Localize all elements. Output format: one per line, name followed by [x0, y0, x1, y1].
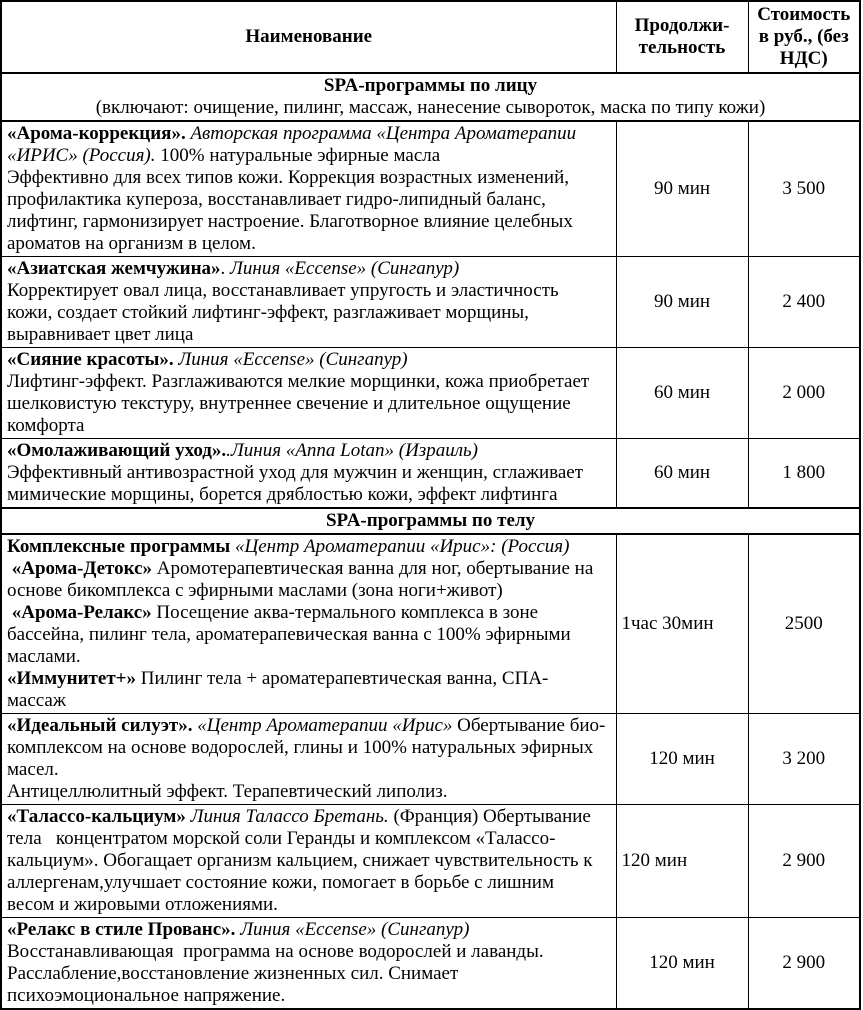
- program-text-line: Лифтинг-эффект. Разглаживаются мелкие мо…: [7, 371, 606, 437]
- text-segment-italic: Авторская программа «Центра Ароматерапии…: [7, 123, 581, 166]
- program-text-line: «Арома-Релакс» Посещение аква-термальног…: [7, 602, 606, 668]
- column-header-duration: Продолжи-тельность: [615, 0, 749, 74]
- text-segment-normal: Эффективно для всех типов кожи. Коррекци…: [7, 167, 578, 254]
- price-cell: 2 400: [747, 256, 861, 348]
- duration-cell: 90 мин: [615, 256, 749, 348]
- program-row: «Идеальный силуэт». «Центр Ароматерапии …: [0, 713, 861, 805]
- duration-cell: 120 мин: [615, 713, 749, 805]
- duration-cell: 1час 30мин: [615, 533, 749, 714]
- price-cell: 3 500: [747, 120, 861, 257]
- program-name-cell: «Сияние красоты». Линия «Eccense» (Синга…: [0, 347, 617, 439]
- program-row: «Талассо-кальциум» Линия Талассо Бретань…: [0, 804, 861, 918]
- program-row: «Омолаживающий уход»..Линия «Anna Lotan»…: [0, 438, 861, 509]
- column-header-name: Наименование: [0, 0, 617, 74]
- text-segment-italic: Линия «Eccense» (Сингапур): [178, 349, 408, 370]
- text-segment-normal: Восстанавливающая программа на основе во…: [7, 941, 549, 1006]
- section-header-row: SPA-программы по лицу (включают: очищение…: [0, 72, 861, 122]
- text-segment-normal: .: [220, 258, 231, 279]
- text-segment-bold: «Омолаживающий уход».: [7, 440, 227, 461]
- text-segment-normal: Посещение аква-термального комплекса в з…: [7, 602, 576, 667]
- column-header-price: Стоимость в руб., (без НДС): [747, 0, 861, 74]
- text-segment-bold: «Арома-Детокс»: [7, 558, 157, 579]
- program-row: «Сияние красоты». Линия «Eccense» (Синга…: [0, 347, 861, 439]
- text-segment-italic: Линия «Eccense» (Сингапур): [240, 919, 470, 940]
- text-segment-bold: «Сияние красоты».: [7, 349, 179, 370]
- program-text-line: «Азиатская жемчужина». Линия «Eccense» (…: [7, 258, 606, 280]
- text-segment-normal: Лифтинг-эффект. Разглаживаются мелкие мо…: [7, 371, 594, 436]
- text-segment-bold: «Арома-Релакс»: [7, 602, 157, 623]
- text-segment-normal: Аромотерапевтическая ванна для ног, обер…: [7, 558, 598, 601]
- text-segment-italic: Линия Талассо Бретань.: [190, 806, 394, 827]
- text-segment-normal: Антицеллюлитный эффект. Терапевтический …: [7, 781, 448, 802]
- program-row: «Релакс в стиле Прованс». Линия «Eccense…: [0, 917, 861, 1010]
- table-body: SPA-программы по лицу (включают: очищение…: [0, 72, 861, 1010]
- text-segment-bold: «Релакс в стиле Прованс».: [7, 919, 241, 940]
- program-text-line: Восстанавливающая программа на основе во…: [7, 941, 606, 1007]
- text-segment-italic: Линия «Eccense» (Сингапур): [230, 258, 460, 279]
- price-cell: 3 200: [747, 713, 861, 805]
- program-name-cell: «Арома-коррекция». Авторская программа «…: [0, 120, 617, 257]
- text-segment-normal: (Франция) Обертывание тела концентратом …: [7, 806, 598, 915]
- text-segment-normal: Корректирует овал лица, восстанавливает …: [7, 280, 564, 345]
- text-segment-bold: «Азиатская жемчужина»: [7, 258, 221, 279]
- program-text-line: «Омолаживающий уход»..Линия «Anna Lotan»…: [7, 440, 606, 462]
- text-segment-normal: 100% натуральные эфирные масла: [160, 145, 441, 166]
- program-text-line: Эффективный антивозрастной уход для мужч…: [7, 462, 606, 506]
- text-segment-bold: «Иммунитет+»: [7, 668, 141, 689]
- table-header-row: Наименование Продолжи-тельность Стоимост…: [0, 0, 861, 74]
- price-cell: 2500: [747, 533, 861, 714]
- duration-cell: 90 мин: [615, 120, 749, 257]
- program-text-line: «Идеальный силуэт». «Центр Ароматерапии …: [7, 715, 606, 781]
- text-segment-bold: «Талассо-кальциум»: [7, 806, 191, 827]
- program-text-line: Корректирует овал лица, восстанавливает …: [7, 280, 606, 346]
- price-cell: 2 900: [747, 917, 861, 1010]
- section-subtitle: (включают: очищение, пилинг, массаж, нан…: [95, 97, 766, 118]
- program-name-cell: «Идеальный силуэт». «Центр Ароматерапии …: [0, 713, 617, 805]
- text-segment-italic: «Центр Ароматерапии «Ирис»: [197, 715, 458, 736]
- program-text-line: Эффективно для всех типов кожи. Коррекци…: [7, 167, 606, 255]
- program-row: Комплексные программы «Центр Ароматерапи…: [0, 533, 861, 714]
- price-cell: 2 000: [747, 347, 861, 439]
- text-segment-normal: Пилинг тела + ароматерапевтическая ванна…: [7, 668, 549, 711]
- program-name-cell: «Талассо-кальциум» Линия Талассо Бретань…: [0, 804, 617, 918]
- program-text-line: «Иммунитет+» Пилинг тела + ароматерапевт…: [7, 668, 606, 712]
- program-row: «Арома-коррекция». Авторская программа «…: [0, 120, 861, 257]
- section-header-cell: SPA-программы по лицу (включают: очищение…: [0, 72, 861, 122]
- text-segment-bold: «Арома-коррекция».: [7, 123, 191, 144]
- text-segment-normal: Обертывание био-комплексом на основе вод…: [7, 715, 606, 780]
- text-segment-bold: «Идеальный силуэт».: [7, 715, 198, 736]
- text-segment-normal: Эффективный антивозрастной уход для мужч…: [7, 462, 588, 505]
- program-text-line: Комплексные программы «Центр Ароматерапи…: [7, 536, 606, 558]
- text-segment-italic: «Центр Ароматерапии «Ирис»: (Россия): [235, 536, 570, 557]
- program-name-cell: «Релакс в стиле Прованс». Линия «Eccense…: [0, 917, 617, 1010]
- section-title: SPA-программы по лицу: [323, 75, 538, 96]
- section-header-row: SPA-программы по телу: [0, 507, 861, 535]
- price-cell: 2 900: [747, 804, 861, 918]
- text-segment-bold: Комплексные программы: [7, 536, 235, 557]
- program-name-cell: Комплексные программы «Центр Ароматерапи…: [0, 533, 617, 714]
- text-segment-italic: .Линия «Anna Lotan» (Израиль): [226, 440, 478, 461]
- duration-cell: 120 мин: [615, 917, 749, 1010]
- duration-cell: 60 мин: [615, 347, 749, 439]
- duration-cell: 60 мин: [615, 438, 749, 509]
- program-text-line: «Талассо-кальциум» Линия Талассо Бретань…: [7, 806, 606, 916]
- table-header: Наименование Продолжи-тельность Стоимост…: [0, 0, 861, 74]
- program-text-line: «Релакс в стиле Прованс». Линия «Eccense…: [7, 919, 606, 941]
- program-text-line: «Арома-Детокс» Аромотерапевтическая ванн…: [7, 558, 606, 602]
- section-title: SPA-программы по телу: [325, 510, 536, 531]
- program-text-line: «Арома-коррекция». Авторская программа «…: [7, 123, 606, 167]
- program-name-cell: «Азиатская жемчужина». Линия «Eccense» (…: [0, 256, 617, 348]
- program-row: «Азиатская жемчужина». Линия «Eccense» (…: [0, 256, 861, 348]
- program-text-line: Антицеллюлитный эффект. Терапевтический …: [7, 781, 606, 803]
- price-cell: 1 800: [747, 438, 861, 509]
- section-header-cell: SPA-программы по телу: [0, 507, 861, 535]
- duration-cell: 120 мин: [615, 804, 749, 918]
- program-text-line: «Сияние красоты». Линия «Eccense» (Синга…: [7, 349, 606, 371]
- program-name-cell: «Омолаживающий уход»..Линия «Anna Lotan»…: [0, 438, 617, 509]
